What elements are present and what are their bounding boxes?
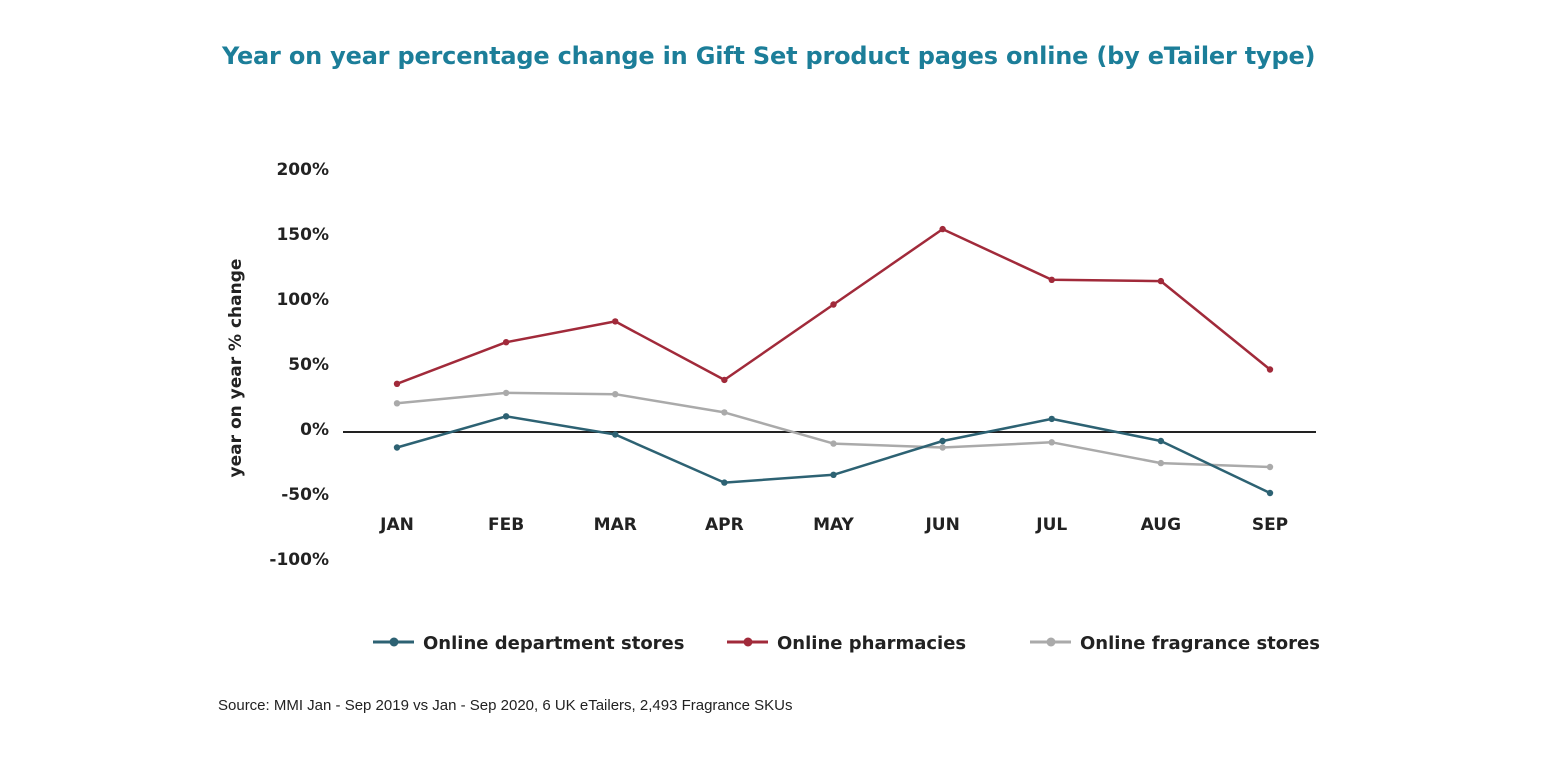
x-tick-label: FEB — [488, 515, 524, 535]
data-point — [393, 400, 401, 407]
legend-label: Online department stores — [423, 633, 684, 654]
legend-swatch-marker — [389, 637, 399, 647]
legend-item: Online department stores — [373, 633, 684, 654]
y-axis-label-group: year on year % change — [226, 259, 246, 478]
x-tick-label: APR — [705, 515, 744, 535]
data-point — [1157, 277, 1165, 285]
legend-label: Online fragrance stores — [1080, 633, 1320, 654]
chart-title: Year on year percentage change in Gift S… — [222, 42, 1316, 70]
data-point — [612, 391, 619, 398]
data-point — [612, 318, 619, 325]
series-line — [396, 415, 1271, 495]
data-point — [830, 440, 837, 447]
x-tick-labels: JAN FEB MAR APR MAY JUN JUL AUG SEP — [379, 515, 1288, 535]
series-online-fragrance-stores — [393, 389, 1274, 471]
source-note: Source: MMI Jan - Sep 2019 vs Jan - Sep … — [218, 697, 793, 714]
data-point — [1048, 276, 1055, 283]
data-point — [1266, 489, 1274, 497]
y-tick-label: 50% — [288, 355, 329, 375]
data-point — [1266, 366, 1274, 373]
x-tick-label: MAR — [594, 515, 637, 535]
legend-label: Online pharmacies — [777, 633, 966, 654]
x-tick-label: JUN — [924, 515, 959, 535]
legend-item: Online fragrance stores — [1030, 633, 1320, 654]
data-point — [830, 471, 837, 478]
x-tick-label: JUL — [1035, 515, 1067, 535]
data-point — [502, 389, 510, 397]
data-point — [1266, 463, 1274, 471]
data-point — [939, 225, 946, 233]
y-tick-label: -50% — [281, 485, 329, 505]
y-tick-labels: 200% 150% 100% 50% 0% -50% -100% — [269, 160, 329, 570]
y-tick-label: -100% — [269, 550, 329, 570]
y-axis-label: year on year % change — [226, 259, 246, 478]
y-tick-label: 0% — [300, 420, 329, 440]
series-layer — [393, 225, 1274, 497]
series-online-pharmacies — [393, 225, 1274, 387]
x-tick-label: SEP — [1252, 515, 1288, 535]
series-online-department-stores — [393, 413, 1274, 497]
data-point — [502, 413, 510, 420]
data-point — [1157, 459, 1165, 467]
data-point — [830, 301, 837, 308]
data-point — [1048, 439, 1055, 446]
y-tick-label: 100% — [276, 290, 329, 310]
data-point — [1157, 437, 1165, 445]
data-point — [612, 431, 619, 438]
data-point — [721, 479, 728, 486]
data-point — [721, 376, 728, 384]
data-point — [393, 444, 401, 451]
data-point — [1048, 415, 1055, 423]
legend-swatch-marker — [1046, 637, 1056, 647]
data-point — [939, 437, 946, 445]
legend: Online department stores Online pharmacie… — [373, 633, 1320, 654]
x-tick-label: JAN — [379, 515, 414, 535]
legend-item: Online pharmacies — [727, 633, 966, 654]
legend-swatch-marker — [743, 637, 753, 647]
series-line — [396, 391, 1271, 469]
data-point — [502, 339, 510, 346]
data-point — [721, 409, 728, 416]
y-tick-label: 150% — [276, 225, 329, 245]
data-point — [393, 380, 401, 387]
data-point — [939, 444, 946, 451]
y-tick-label: 200% — [276, 160, 329, 180]
x-tick-label: AUG — [1141, 515, 1181, 535]
x-tick-label: MAY — [813, 515, 854, 535]
